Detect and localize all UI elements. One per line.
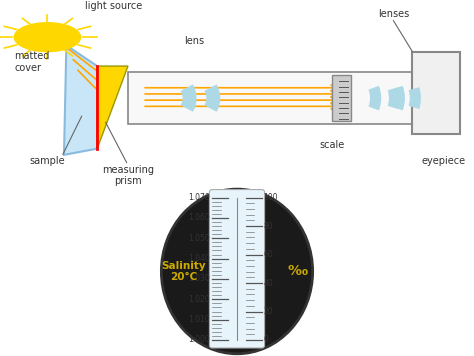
- Bar: [128, 72, 412, 124]
- Text: 1.060: 1.060: [189, 214, 210, 222]
- Bar: [412, 52, 460, 134]
- Text: 1.030: 1.030: [189, 274, 210, 283]
- Text: 1.070: 1.070: [189, 193, 210, 202]
- Text: 0: 0: [264, 335, 269, 345]
- Ellipse shape: [161, 189, 313, 354]
- Text: 1.000: 1.000: [189, 335, 210, 345]
- Text: 80: 80: [264, 221, 273, 231]
- Text: eyepiece: eyepiece: [421, 156, 465, 166]
- Text: matted
cover: matted cover: [14, 51, 50, 73]
- Text: 1.020: 1.020: [189, 295, 210, 304]
- Text: 20: 20: [264, 307, 273, 316]
- Text: 100: 100: [264, 193, 278, 202]
- FancyBboxPatch shape: [210, 189, 264, 348]
- Text: Salinity
20°C: Salinity 20°C: [161, 261, 206, 282]
- Text: lens: lens: [184, 36, 204, 46]
- Text: 1.050: 1.050: [189, 234, 210, 243]
- Polygon shape: [97, 66, 128, 149]
- Text: scale: scale: [319, 140, 345, 150]
- Text: 1.040: 1.040: [189, 254, 210, 263]
- Text: 1.010: 1.010: [189, 315, 210, 324]
- Text: 60: 60: [264, 250, 273, 259]
- Polygon shape: [64, 46, 97, 155]
- Text: measuring
prism: measuring prism: [102, 165, 154, 186]
- Text: ‰: ‰: [287, 265, 308, 278]
- Circle shape: [14, 23, 81, 52]
- Text: lenses: lenses: [378, 10, 409, 20]
- Bar: [332, 75, 351, 121]
- Text: light source: light source: [85, 1, 143, 11]
- Text: sample: sample: [29, 156, 65, 166]
- Text: 40: 40: [264, 278, 273, 288]
